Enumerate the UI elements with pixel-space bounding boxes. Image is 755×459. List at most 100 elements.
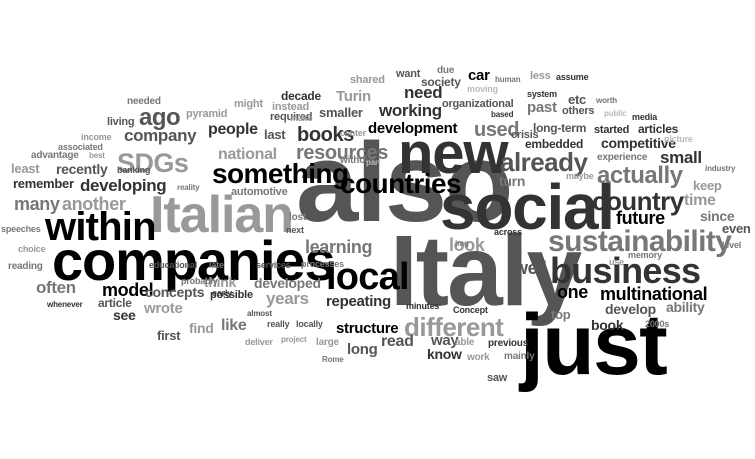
word-organizational: organizational (442, 98, 514, 110)
word-use: use (609, 257, 624, 267)
word-articles: articles (638, 122, 679, 136)
word-across: across (494, 227, 522, 237)
word-picture: picture (664, 134, 693, 144)
word-embedded: embedded (525, 137, 584, 151)
word-center: center (340, 128, 366, 138)
word-experience: experience (597, 152, 648, 163)
word-possible: possible (210, 289, 253, 301)
word-see: see (113, 307, 136, 323)
word-small: small (660, 148, 702, 167)
word-best: best (89, 151, 105, 160)
word-last: last (264, 127, 286, 142)
word-assume: assume (556, 72, 589, 82)
word-crisis: crisis (511, 129, 539, 141)
word-locally: locally (296, 319, 323, 329)
word-sdgs: SDGs (117, 148, 189, 178)
word-first: first (157, 328, 181, 343)
word-many: many (14, 194, 60, 214)
word-services: services (256, 260, 291, 270)
word-well: well (514, 258, 547, 278)
word-decade: decade (281, 89, 321, 103)
word-developed: developed (254, 275, 321, 291)
word-able: able (455, 337, 475, 348)
word-book: book (591, 317, 624, 333)
word-choice: choice (18, 244, 46, 254)
word-needed: needed (127, 96, 161, 107)
word-img: img (455, 239, 469, 248)
word-large: large (316, 337, 339, 348)
word-saw: saw (487, 372, 508, 384)
word-income: income (81, 132, 112, 142)
word-even: even (722, 221, 751, 236)
word-deliver: deliver (245, 337, 273, 347)
word-level: level (722, 240, 742, 250)
word-industry: industry (705, 164, 736, 173)
word-almost: almost (247, 309, 272, 318)
word-used: used (474, 119, 520, 141)
word-actually: actually (597, 162, 683, 189)
word-system: system (527, 89, 557, 99)
word-national: national (218, 146, 277, 163)
word-started: started (594, 124, 630, 136)
word-want: want (396, 68, 421, 80)
word-ability: ability (666, 299, 705, 315)
word-working: working (379, 101, 442, 120)
word-minutes: minutes (406, 301, 440, 311)
word-future: future (616, 208, 665, 228)
word-already: already (500, 147, 588, 177)
word-least: least (11, 161, 40, 176)
word-speeches: speeches (1, 224, 41, 234)
word-develop: develop (605, 301, 656, 317)
word-recently: recently (56, 161, 108, 177)
word-required: required (270, 111, 313, 123)
word-years: years (266, 289, 309, 308)
word-pyramid: pyramid (186, 108, 228, 120)
word-human: human (495, 75, 521, 84)
word-late: late (209, 260, 224, 270)
word-media: media (632, 112, 658, 122)
word-find: find (189, 320, 214, 336)
word-next: next (286, 225, 304, 235)
word-shared: shared (350, 74, 385, 86)
word-worth: worth (596, 96, 617, 105)
word-long: long (347, 341, 378, 358)
word-model: model (102, 280, 154, 300)
word-within: within (45, 205, 157, 249)
word-really: really (267, 319, 290, 329)
word-know: know (427, 346, 462, 362)
word-early: early (212, 288, 233, 298)
word-company: company (124, 126, 197, 145)
word-remember: remember (13, 176, 74, 191)
word-previous: previous (488, 338, 529, 349)
word-social: social (440, 171, 615, 243)
word-automotive: automotive (231, 186, 288, 198)
word-maybe: maybe (566, 171, 594, 181)
word-read: read (381, 333, 414, 350)
word-often: often (36, 278, 76, 297)
word-also: also (296, 120, 513, 245)
word-society: society (421, 75, 461, 89)
word-local: local (326, 256, 410, 298)
word-way: way (431, 332, 459, 349)
word-concepts: concepts (145, 284, 205, 300)
word-whenever: whenever (47, 300, 83, 309)
word-like: like (221, 317, 247, 334)
word-work: work (467, 352, 490, 363)
word-different: different (404, 312, 504, 342)
word-books: books (297, 124, 354, 146)
word-new: new (398, 121, 508, 186)
word-reality: reality (177, 183, 200, 192)
word-wrote: wrote (144, 300, 183, 317)
word-keep: keep (693, 178, 722, 193)
word-due: due (437, 65, 455, 76)
word-past: past (527, 99, 557, 116)
word-structure: structure (336, 320, 399, 337)
word-reading: reading (8, 261, 43, 272)
word-since: since (700, 208, 735, 224)
word-advantage: advantage (31, 150, 79, 161)
word-less: less (530, 70, 551, 82)
word-banking: banking (117, 165, 151, 175)
word-without: without (340, 155, 375, 166)
word-turin: Turin (336, 88, 371, 105)
